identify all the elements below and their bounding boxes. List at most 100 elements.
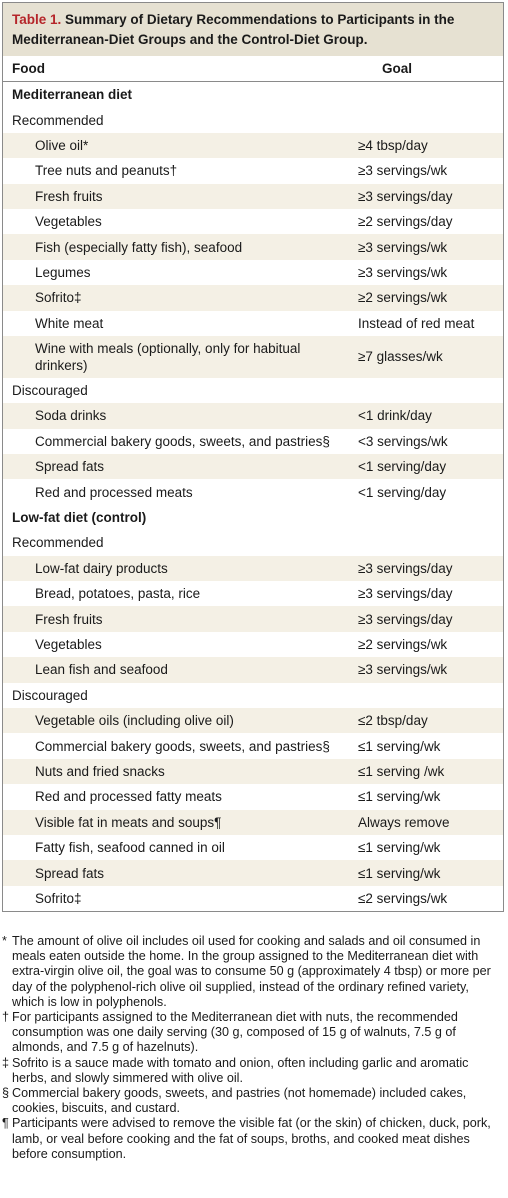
food-cell: Wine with meals (optionally, only for ha… [35,340,301,373]
food-cell: Sofrito‡ [35,890,82,906]
goal-cell: ≥2 servings/day [358,214,453,230]
item-row: Sofrito‡ ≤2 servings/wk [3,886,503,911]
item-row: Red and processed fatty meats ≤1 serving/… [3,784,503,809]
group-row: Discouraged [3,378,503,403]
food-cell: Legumes [35,264,91,280]
goal-cell: ≤1 serving/wk [358,738,441,754]
group-row: Recommended [3,107,503,132]
goal-cell: ≤2 servings/wk [358,890,448,906]
goal-cell: ≤1 serving/wk [358,865,441,881]
footnote-symbol: * [2,934,7,948]
goal-cell: ≥3 servings/wk [358,662,448,678]
item-row: White meat Instead of red meat [3,311,503,336]
food-cell: Low-fat dairy products [35,560,168,576]
footnote-text: Sofrito is a sauce made with tomato and … [12,1055,469,1085]
footnote-text: The amount of olive oil includes oil use… [12,934,491,1009]
group-row: Discouraged [3,683,503,708]
food-cell: Nuts and fried snacks [35,763,165,779]
item-row: Commercial bakery goods, sweets, and pas… [3,733,503,758]
goal-cell: ≤2 tbsp/day [358,713,428,729]
group-title: Discouraged [12,383,88,399]
food-cell: Commercial bakery goods, sweets, and pas… [35,738,330,754]
footnote-symbol: ¶ [2,1116,9,1131]
footnote-symbol: § [2,1086,10,1101]
item-row: Olive oil* ≥4 tbsp/day [3,132,503,159]
food-cell: Commercial bakery goods, sweets, and pas… [35,433,330,449]
food-cell: Vegetables [35,637,102,652]
food-cell: Spread fats [35,459,105,475]
footnote: ‡ Sofrito is a sauce made with tomato and… [2,1056,504,1086]
section-title: Low-fat diet (control) [12,510,147,526]
table-body: Mediterranean diet Recommended Olive oil* ≥… [3,82,503,911]
food-cell: Red and processed meats [35,484,193,500]
item-row: Fresh fruits ≥3 servings/day [3,183,503,209]
footnote-text: Participants were advised to remove the … [12,1116,491,1161]
goal-cell: ≥2 servings/wk [358,637,448,652]
item-row: Wine with meals (optionally, only for ha… [3,335,503,378]
group-title: Recommended [12,112,104,128]
footnote: § Commercial bakery goods, sweets, and pa… [2,1086,504,1116]
goal-cell: ≥3 servings/wk [358,163,448,179]
item-row: Soda drinks <1 drink/day [3,403,503,429]
goal-cell: <1 serving/day [358,484,447,500]
item-row: Fresh fruits ≥3 servings/day [3,606,503,632]
footnote-text: Commercial bakery goods, sweets, and pas… [12,1086,467,1116]
section-title: Mediterranean diet [12,87,133,103]
food-cell: Fish (especially fatty fish), seafood [35,239,243,255]
item-row: Vegetables ≥2 servings/day [3,209,503,234]
food-cell: Lean fish and seafood [35,662,168,678]
food-cell: Vegetable oils (including olive oil) [35,713,234,729]
goal-cell: ≥3 servings/wk [358,264,448,280]
item-row: Vegetable oils (including olive oil) ≤2 t… [3,707,503,734]
goal-cell: ≤1 serving /wk [358,763,445,779]
food-cell: Spread fats [35,865,105,881]
table: Table 1. Summary of Dietary Recommendati… [2,2,504,913]
food-cell: White meat [35,315,104,331]
item-row: Spread fats <1 serving/day [3,454,503,480]
food-cell: Sofrito‡ [35,290,82,306]
item-row: Vegetables ≥2 servings/wk [3,632,503,657]
goal-cell: ≥3 servings/day [358,611,453,627]
goal-cell: ≥3 servings/wk [358,239,448,255]
food-cell: Bread, potatoes, pasta, rice [35,586,201,602]
food-cell: Tree nuts and peanuts† [35,163,178,179]
section-row: Mediterranean diet [3,82,503,107]
footnote: † For participants assigned to the Medite… [2,1010,504,1056]
goal-cell: ≥7 glasses/wk [358,349,443,365]
item-row: Legumes ≥3 servings/wk [3,260,503,285]
column-header: Goal [382,61,413,76]
group-row: Recommended [3,530,503,555]
goal-cell: <1 drink/day [358,408,432,424]
goal-cell: ≥3 servings/day [358,188,453,204]
footnote-text: For participants assigned to the Mediter… [12,1010,458,1055]
column-header: Food [12,61,45,76]
item-row: Bread, potatoes, pasta, rice ≥3 servings/… [3,581,503,606]
goal-cell: Always remove [358,814,450,830]
section-row: Low-fat diet (control) [3,505,503,530]
footnote-symbol: † [2,1010,10,1025]
goal-cell: ≤1 serving/wk [358,789,441,805]
item-row: Lean fish and seafood ≥3 servings/wk [3,657,503,683]
column-header-row: Food Goal [3,56,503,82]
food-cell: Olive oil* [35,137,89,153]
goal-cell: ≥4 tbsp/day [358,137,428,153]
table-label: Table 1. [12,12,62,27]
item-row: Commercial bakery goods, sweets, and pas… [3,429,503,454]
item-row: Fish (especially fatty fish), seafood ≥3 … [3,234,503,260]
food-cell: Visible fat in meats and soups¶ [35,814,222,830]
footnote: * The amount of olive oil includes oil us… [2,934,504,1010]
footnote: ¶ Participants were advised to remove the… [2,1116,504,1162]
food-cell: Red and processed fatty meats [35,789,222,805]
footnote-symbol: ‡ [2,1055,10,1070]
food-cell: Fresh fruits [35,611,103,627]
table-header: Table 1. Summary of Dietary Recommendati… [3,3,503,56]
group-title: Recommended [12,535,104,551]
group-title: Discouraged [12,687,88,703]
goal-cell: <1 serving/day [358,459,447,475]
goal-cell: ≥3 servings/day [358,560,453,576]
goal-cell: ≤1 serving/wk [358,840,441,856]
food-cell: Soda drinks [35,408,107,424]
item-row: Tree nuts and peanuts† ≥3 servings/wk [3,158,503,183]
goal-cell: ≥2 servings/wk [358,290,448,306]
